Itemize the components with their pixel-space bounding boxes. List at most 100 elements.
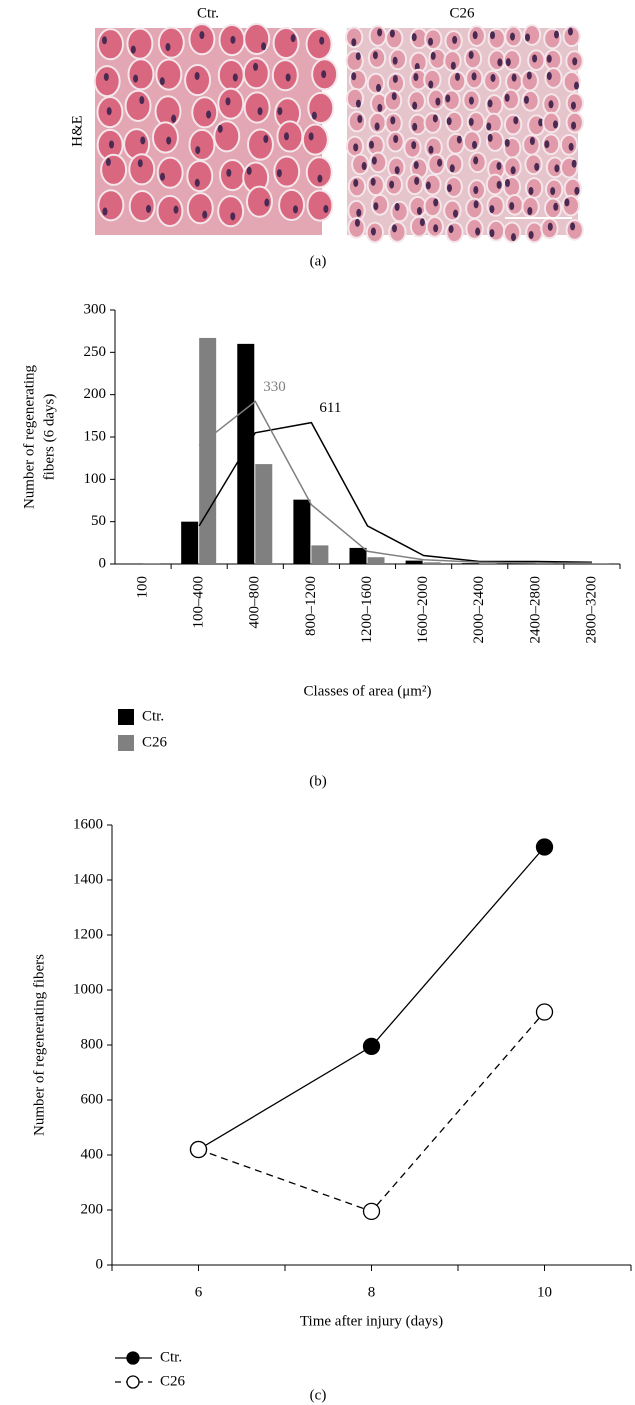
nucleus bbox=[534, 162, 540, 171]
nucleus bbox=[471, 72, 477, 81]
nucleus bbox=[413, 161, 419, 170]
nucleus bbox=[489, 229, 495, 238]
nucleus bbox=[109, 140, 115, 149]
nucleus bbox=[351, 38, 357, 47]
nucleus bbox=[411, 141, 417, 150]
nucleus bbox=[166, 136, 172, 145]
cell bbox=[407, 90, 426, 112]
cell bbox=[525, 221, 544, 244]
nucleus bbox=[321, 70, 327, 79]
nucleus bbox=[377, 103, 383, 112]
nucleus bbox=[523, 95, 529, 104]
nucleus bbox=[456, 135, 462, 144]
cell bbox=[505, 193, 524, 216]
legend-label: C26 bbox=[142, 734, 168, 750]
nucleus bbox=[433, 224, 439, 233]
y-tick-label: 0 bbox=[96, 1256, 104, 1272]
nucleus bbox=[355, 99, 361, 108]
nucleus bbox=[473, 200, 479, 209]
point bbox=[189, 1140, 208, 1159]
x-tick-label: 1600–2000 bbox=[415, 576, 431, 644]
cell bbox=[156, 156, 184, 189]
legend-marker bbox=[126, 1375, 140, 1389]
y-tick-label: 200 bbox=[84, 386, 107, 402]
y-tick-label: 0 bbox=[99, 555, 107, 571]
nucleus bbox=[574, 186, 580, 195]
cell bbox=[521, 89, 540, 112]
cell bbox=[405, 173, 424, 196]
bar bbox=[311, 545, 329, 564]
nucleus bbox=[102, 207, 108, 216]
nucleus bbox=[526, 71, 532, 80]
nucleus bbox=[473, 186, 479, 195]
nucleus bbox=[509, 32, 515, 41]
nucleus bbox=[412, 101, 418, 110]
nucleus bbox=[572, 57, 578, 66]
legend-swatch bbox=[118, 709, 134, 725]
cell bbox=[383, 89, 403, 112]
nucleus bbox=[261, 42, 267, 51]
y-tick-label: 600 bbox=[81, 1091, 104, 1107]
nucleus bbox=[496, 162, 502, 171]
nucleus bbox=[504, 93, 510, 102]
nucleus bbox=[568, 142, 574, 151]
nucleus bbox=[554, 164, 560, 173]
cell bbox=[543, 197, 563, 220]
bar bbox=[367, 557, 385, 564]
nucleus bbox=[146, 204, 152, 213]
cell bbox=[188, 23, 216, 56]
nucleus bbox=[194, 71, 200, 80]
cell bbox=[272, 26, 300, 60]
nucleus bbox=[353, 143, 359, 152]
cell bbox=[307, 91, 335, 125]
cell bbox=[217, 58, 245, 92]
nucleus bbox=[449, 164, 455, 173]
nucleus bbox=[277, 107, 283, 116]
y-tick-label: 1600 bbox=[73, 816, 103, 832]
nucleus bbox=[372, 51, 378, 60]
nucleus bbox=[548, 100, 554, 109]
panel-caption: (b) bbox=[309, 773, 327, 789]
cell bbox=[271, 59, 299, 92]
cell bbox=[344, 26, 364, 49]
y-tick-label: 200 bbox=[81, 1201, 104, 1217]
nucleus bbox=[567, 27, 573, 36]
cell bbox=[487, 27, 506, 50]
nucleus bbox=[290, 34, 296, 43]
nucleus bbox=[504, 138, 510, 147]
cell bbox=[465, 197, 484, 220]
nucleus bbox=[453, 209, 459, 218]
x-tick-label: 800–1200 bbox=[303, 576, 319, 636]
nucleus bbox=[140, 136, 146, 145]
bar bbox=[479, 563, 497, 564]
y-axis-label: fibers (6 days) bbox=[41, 394, 57, 481]
cell bbox=[427, 153, 446, 176]
nucleus bbox=[257, 107, 263, 116]
nucleus bbox=[509, 202, 515, 211]
nucleus bbox=[571, 159, 577, 168]
nucleus bbox=[225, 97, 231, 106]
nucleus bbox=[513, 116, 519, 125]
cell bbox=[243, 91, 271, 124]
nucleus bbox=[361, 162, 367, 171]
nucleus bbox=[130, 45, 136, 54]
nucleus bbox=[392, 56, 398, 65]
cell bbox=[368, 24, 387, 47]
nucleus bbox=[137, 159, 143, 168]
nucleus bbox=[292, 205, 298, 214]
point bbox=[362, 1202, 381, 1221]
cell bbox=[242, 57, 270, 90]
nucleus bbox=[473, 156, 479, 165]
nucleus bbox=[544, 140, 550, 149]
nucleus bbox=[472, 140, 478, 149]
nucleus bbox=[371, 156, 377, 165]
cell bbox=[128, 153, 156, 186]
nucleus bbox=[276, 169, 282, 178]
nucleus bbox=[489, 31, 495, 40]
y-tick-label: 1000 bbox=[73, 981, 103, 997]
nucleus bbox=[448, 225, 454, 234]
nucleus bbox=[323, 204, 329, 213]
nucleus bbox=[432, 114, 438, 123]
x-tick-label: 2400–2800 bbox=[527, 576, 543, 644]
nucleus bbox=[419, 218, 425, 227]
